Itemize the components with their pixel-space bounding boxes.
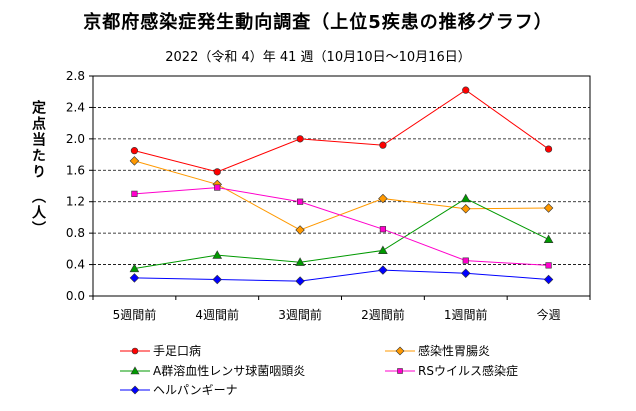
data-point-s2-3 <box>378 245 388 255</box>
data-point-s0-1 <box>213 168 221 176</box>
data-point-s3-3 <box>379 226 387 233</box>
data-point-s1-2 <box>295 225 305 235</box>
series-line-0 <box>134 89 549 173</box>
legend-label-1: 感染性胃腸炎 <box>418 343 490 358</box>
legend-marker-3 <box>397 368 403 374</box>
data-point-s3-5 <box>545 262 552 269</box>
data-point-s3-0 <box>131 190 138 197</box>
legend-marker-4 <box>130 385 140 395</box>
series-line-4 <box>134 269 549 282</box>
y-tick-label-7: 2.8 <box>66 69 85 83</box>
x-tick-label-5: 今週 <box>537 307 561 322</box>
legend-marker-2 <box>130 366 140 375</box>
data-point-s3-2 <box>296 198 304 205</box>
legend-marker-1 <box>395 346 405 356</box>
data-point-s4-0 <box>129 273 140 283</box>
series-line-2 <box>134 197 549 269</box>
data-point-s3-1 <box>214 184 221 191</box>
x-tick-label-1: 4週間前 <box>195 307 239 322</box>
y-tick-label-3: 1.2 <box>66 195 85 209</box>
data-point-s2-2 <box>295 257 305 266</box>
legend-marker-0 <box>131 347 139 355</box>
series-line-3 <box>134 187 549 266</box>
data-point-s4-2 <box>295 276 305 286</box>
data-point-s0-4 <box>462 86 470 94</box>
data-point-s1-5 <box>543 203 554 213</box>
data-point-s2-1 <box>212 250 223 259</box>
data-point-s3-4 <box>462 257 469 264</box>
series-line-1 <box>134 160 549 231</box>
data-point-s4-4 <box>461 268 471 278</box>
y-tick-label-6: 2.4 <box>66 100 85 114</box>
legend-label-2: A群溶血性レンサ球菌咽頭炎 <box>153 363 305 378</box>
data-point-s0-3 <box>379 141 387 149</box>
data-point-s1-4 <box>461 204 471 214</box>
y-tick-label-1: 0.4 <box>66 258 85 272</box>
x-tick-label-0: 5週間前 <box>113 307 157 322</box>
legend-label-0: 手足口病 <box>153 343 201 358</box>
data-point-s2-0 <box>129 263 140 273</box>
y-tick-label-2: 0.8 <box>66 226 85 240</box>
data-point-s0-0 <box>130 147 139 155</box>
y-axis-label: 定点当たり （人） <box>30 100 46 237</box>
legend-label-3: RSウイルス感染症 <box>418 363 518 378</box>
legend-label-4: ヘルパンギーナ <box>153 383 238 397</box>
data-point-s1-0 <box>129 156 140 166</box>
x-tick-label-3: 2週間前 <box>361 307 405 322</box>
chart-title: 京都府感染症発生動向調査（上位5疾患の推移グラフ） <box>83 12 553 33</box>
y-tick-label-4: 1.6 <box>66 163 85 177</box>
x-tick-label-2: 3週間前 <box>278 307 322 322</box>
data-point-s2-4 <box>460 193 471 203</box>
data-point-s1-3 <box>378 193 388 204</box>
data-point-s0-5 <box>544 145 553 153</box>
x-tick-label-4: 1週間前 <box>444 307 488 322</box>
data-point-s4-1 <box>212 274 222 285</box>
data-point-s0-2 <box>296 135 304 143</box>
legend-item-3: RSウイルス感染症 <box>385 363 518 378</box>
data-point-s2-5 <box>543 234 554 244</box>
chart-subtitle: 2022（令和 4）年 41 週（10月10日～10月16日） <box>165 50 471 65</box>
data-point-s4-5 <box>543 274 554 285</box>
legend-item-2: A群溶血性レンサ球菌咽頭炎 <box>120 363 305 378</box>
data-point-s4-3 <box>378 265 388 275</box>
y-tick-label-0: 0.0 <box>66 289 85 303</box>
y-tick-label-5: 2.0 <box>66 132 85 146</box>
